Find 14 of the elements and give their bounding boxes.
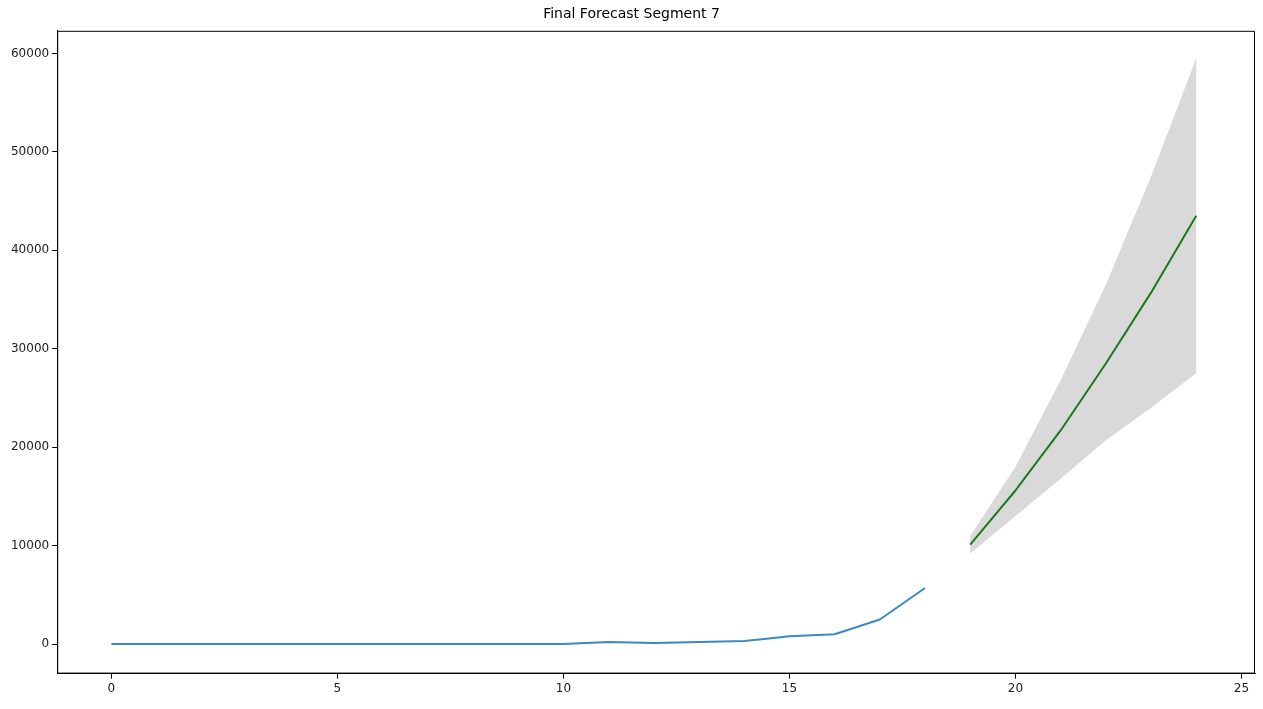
x-tick-label: 10 bbox=[555, 680, 572, 695]
chart-title: Final Forecast Segment 7 bbox=[543, 5, 720, 22]
x-tick-label: 15 bbox=[781, 680, 798, 695]
y-tick-label: 30000 bbox=[10, 340, 50, 355]
x-tick-label: 0 bbox=[107, 680, 116, 695]
y-tick-label: 0 bbox=[41, 636, 50, 651]
y-tick-label: 10000 bbox=[10, 537, 50, 552]
y-tick-label: 50000 bbox=[10, 144, 50, 158]
x-tick-label: 5 bbox=[333, 680, 342, 695]
y-tick-label: 40000 bbox=[10, 242, 50, 257]
x-tick-label: 20 bbox=[1007, 680, 1024, 695]
x-tick-label: 25 bbox=[1233, 680, 1250, 695]
y-tick-label: 60000 bbox=[10, 45, 50, 60]
y-tick-label: 20000 bbox=[10, 439, 50, 454]
